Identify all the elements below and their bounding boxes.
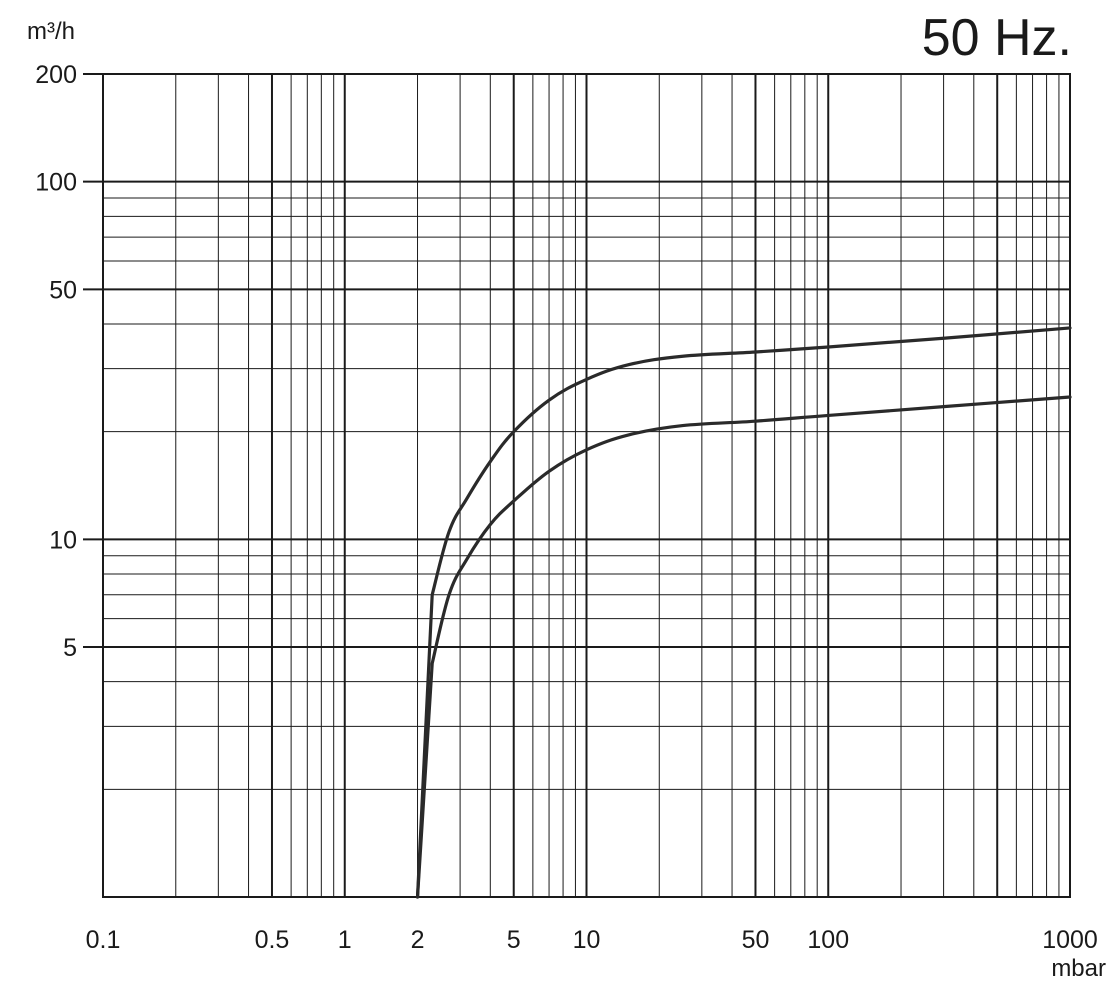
y-tick-label: 50	[49, 276, 77, 304]
y-axis-label: m³/h	[27, 18, 75, 45]
x-tick-label: 5	[507, 926, 521, 954]
series-line-2	[415, 395, 1072, 899]
y-tick-label: 10	[49, 526, 77, 554]
grid-major	[103, 74, 1070, 897]
chart-title: 50 Hz.	[922, 9, 1072, 67]
grid-minor	[103, 74, 1070, 897]
x-axis-ticks: 0.1 0.5 1 2 5 10 50 100 1000	[86, 926, 1098, 954]
x-tick-label: 100	[807, 926, 849, 954]
y-tick-label: 200	[35, 61, 77, 89]
x-tick-label: 0.1	[86, 926, 121, 954]
plot-frame	[102, 73, 1071, 898]
x-tick-label: 0.5	[255, 926, 290, 954]
y-tick-label: 100	[35, 169, 77, 197]
x-tick-label: 1	[338, 926, 352, 954]
x-axis-label: mbar	[1051, 955, 1106, 982]
series-layer	[415, 326, 1072, 899]
x-tick-label: 1000	[1042, 926, 1098, 954]
y-axis-ticks: 200 100 50 10 5	[35, 61, 103, 662]
y-tick-label: 5	[63, 634, 77, 662]
x-tick-label: 50	[742, 926, 770, 954]
series-line-1	[415, 326, 1072, 899]
x-tick-label: 10	[573, 926, 601, 954]
x-tick-label: 2	[411, 926, 425, 954]
